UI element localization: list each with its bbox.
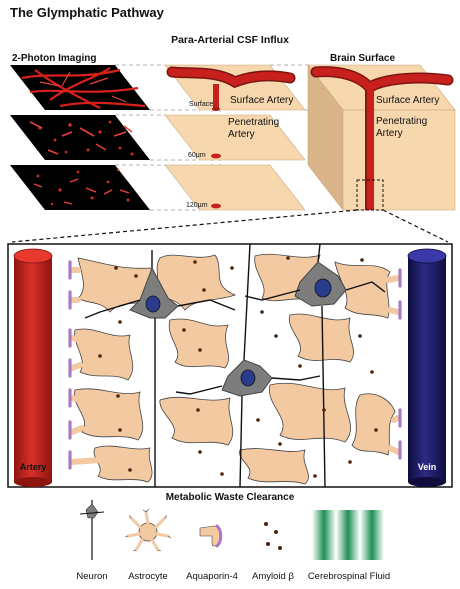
legend-neuron: Neuron — [76, 571, 108, 582]
astrocyte-cells — [73, 253, 396, 485]
penetrating-artery-label-line2: Artery — [228, 129, 255, 140]
brain-surface-header: Brain Surface — [330, 53, 396, 64]
brain-surface-artery-label: Surface Artery — [376, 95, 440, 106]
clearance-section-title: Metabolic Waste Clearance — [165, 492, 295, 503]
vein-cylinder — [407, 248, 447, 487]
penetrating-artery-label-line1: Penetrating — [228, 117, 280, 128]
surface-artery-slice — [166, 66, 296, 209]
depth-60-label: 60μm — [188, 152, 206, 159]
neuron-legend-icon — [79, 500, 105, 560]
zoom-lines — [11, 209, 449, 243]
legend-csf: Cerebrospinal Fluid — [307, 571, 391, 582]
two-photon-image-60um — [10, 115, 150, 160]
vein-label: Vein — [417, 462, 437, 472]
astrocyte-legend-icon — [124, 508, 172, 552]
brain-surface-block — [307, 64, 456, 211]
amyloid-beta-legend-icon — [264, 522, 282, 550]
page-title: The Glymphatic Pathway — [10, 5, 164, 20]
surface-label: Surface — [189, 101, 214, 108]
surface-artery-label: Surface Artery — [230, 95, 294, 106]
depth-120-label: 120μm — [186, 202, 208, 209]
legend-aquaporin-4: Aquaporin-4 — [186, 571, 238, 582]
artery-cylinder — [13, 248, 53, 487]
brain-penetrating-artery-line2: Artery — [376, 128, 403, 139]
csf-legend-icon — [312, 510, 384, 560]
aquaporin-4-endfeet — [68, 260, 402, 470]
influx-section-title: Para-Arterial CSF Influx — [171, 34, 289, 46]
detail-panel — [7, 243, 453, 488]
amyloid-beta-dots — [98, 256, 378, 478]
artery-label: Artery — [19, 462, 47, 472]
legend-astrocyte: Astrocyte — [128, 571, 168, 582]
two-photon-image-surface — [10, 65, 150, 110]
aquaporin-4-legend-icon — [199, 524, 223, 548]
neuron-cells — [84, 243, 386, 488]
legend-amyloid-beta: Amyloid β — [252, 571, 294, 582]
two-photon-image-120um — [10, 165, 150, 210]
two-photon-header: 2-Photon Imaging — [12, 53, 97, 64]
astrocyte-processes — [69, 267, 401, 465]
brain-penetrating-artery-line1: Penetrating — [376, 116, 428, 127]
